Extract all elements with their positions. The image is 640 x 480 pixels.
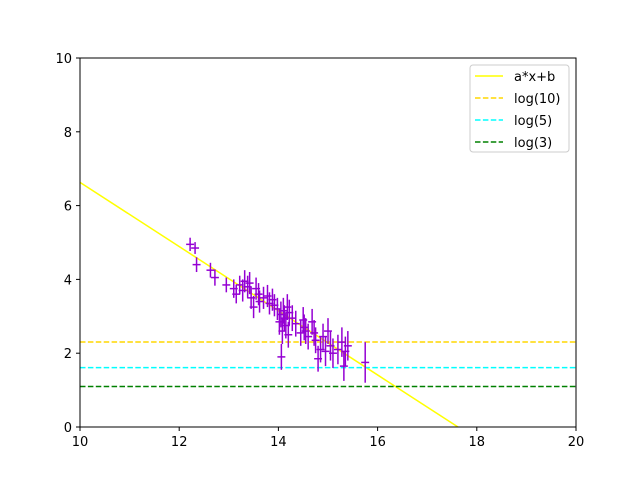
data-point-2 [192, 257, 201, 273]
legend: a*x+b log(10) log(5) log(3) [469, 64, 570, 153]
x-tick-label: 14 [270, 435, 287, 450]
y-tick-label: 6 [64, 200, 72, 215]
data-point-7 [232, 284, 241, 304]
data-point-53 [339, 351, 348, 381]
data-point-5 [222, 277, 231, 293]
x-tick-label: 20 [568, 435, 585, 450]
data-point-0 [186, 237, 195, 251]
data-point-42 [310, 319, 319, 346]
data-point-1 [191, 242, 200, 254]
data-point-32 [284, 321, 293, 348]
x-tick-label: 16 [369, 435, 386, 450]
data-point-47 [321, 336, 330, 367]
plot-frame [79, 57, 577, 428]
data-point-50 [328, 338, 337, 368]
data-point-51 [333, 334, 342, 365]
data-point-4 [210, 269, 219, 286]
data-point-18 [259, 286, 268, 309]
data-point-56 [361, 342, 370, 383]
data-point-17 [255, 290, 264, 313]
y-tick-label: 4 [64, 273, 72, 288]
x-tick-label: 10 [72, 435, 89, 450]
y-tick-label: 10 [55, 52, 72, 67]
data-point-3 [206, 262, 215, 278]
data-point-34 [288, 305, 297, 332]
legend-label-0: a*x+b [514, 70, 555, 85]
data-point-12 [245, 272, 254, 295]
y-tick-label: 0 [64, 421, 72, 436]
legend-label-2: log(5) [514, 114, 552, 129]
data-point-35 [291, 310, 300, 337]
data-point-28 [279, 297, 288, 324]
legend-box [469, 64, 570, 153]
y-tick-label: 8 [64, 126, 72, 141]
legend-label-3: log(3) [514, 136, 552, 151]
x-tick-label: 12 [171, 435, 188, 450]
axis-ticks: 10 12 14 16 18 20 0 2 4 6 8 10 [55, 52, 584, 450]
data-point-43 [311, 327, 320, 354]
y-tick-label: 2 [64, 347, 72, 362]
plot-area [80, 181, 576, 427]
data-point-14 [249, 296, 258, 319]
data-point-55 [343, 331, 352, 361]
data-point-26 [277, 343, 286, 370]
data-point-40 [304, 323, 313, 350]
legend-label-1: log(10) [514, 92, 561, 107]
x-tick-label: 18 [469, 435, 486, 450]
